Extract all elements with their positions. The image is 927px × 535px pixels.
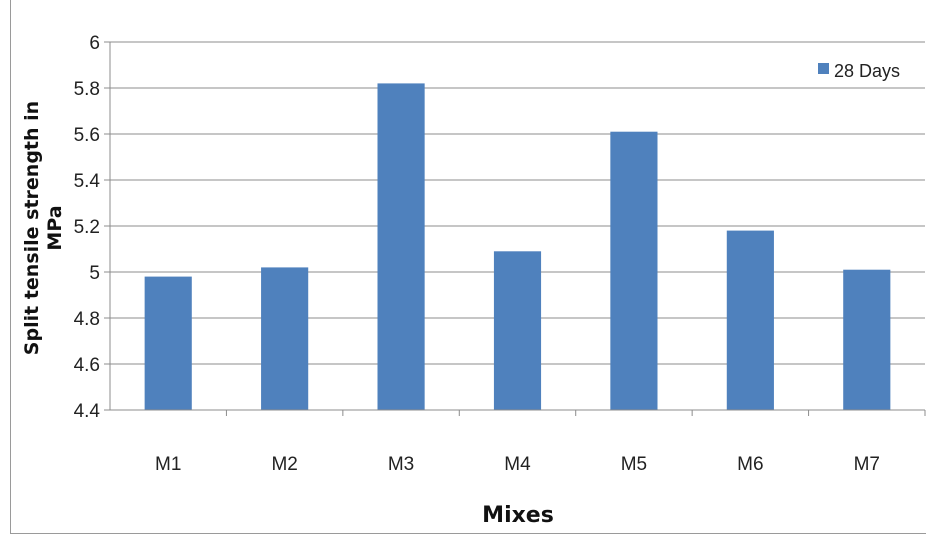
y-tick-label: 4.6: [74, 355, 100, 376]
x-tick-label: M4: [504, 454, 531, 475]
y-axis-title-line-1: Split tensile strength in: [21, 101, 43, 355]
y-tick-label: 5: [89, 263, 100, 284]
bar: [610, 131, 658, 410]
legend-swatch: [818, 63, 829, 74]
x-tick-label: M5: [621, 454, 647, 475]
y-tick-label: 6: [89, 33, 100, 54]
x-tick-labels: M1 M2 M3 M4 M5 M6 M7: [155, 454, 880, 475]
x-tick-label: M6: [737, 454, 763, 475]
y-axis-title-line-2: MPa: [44, 205, 66, 250]
y-tick-label: 5.2: [74, 217, 100, 238]
y-tick-label: 4.8: [74, 309, 100, 330]
y-tick-labels: 4.4 4.6 4.8 5 5.2 5.4 5.6 5.8 6: [74, 33, 101, 422]
x-tick-label: M2: [271, 454, 297, 475]
x-tick-label: M7: [854, 454, 880, 475]
y-tick-label: 5.8: [74, 79, 100, 100]
legend: 28 Days: [818, 61, 900, 81]
bar: [377, 83, 425, 411]
bar: [144, 276, 192, 410]
y-tick-label: 5.4: [74, 171, 101, 192]
y-tick-label: 4.4: [74, 401, 101, 422]
x-tick-label: M1: [155, 454, 181, 475]
x-axis-title: Mixes: [482, 503, 554, 528]
bar: [843, 269, 891, 410]
y-tick-label: 5.6: [74, 125, 100, 146]
legend-label: 28 Days: [834, 61, 900, 81]
bars: [144, 83, 891, 411]
x-tick-label: M3: [388, 454, 414, 475]
bar: [261, 267, 309, 410]
bar: [493, 251, 542, 410]
bar: [726, 230, 774, 410]
y-axis-title: Split tensile strength in MPa: [21, 101, 66, 355]
chart-frame: [10, 0, 926, 534]
axes: [104, 41, 926, 416]
